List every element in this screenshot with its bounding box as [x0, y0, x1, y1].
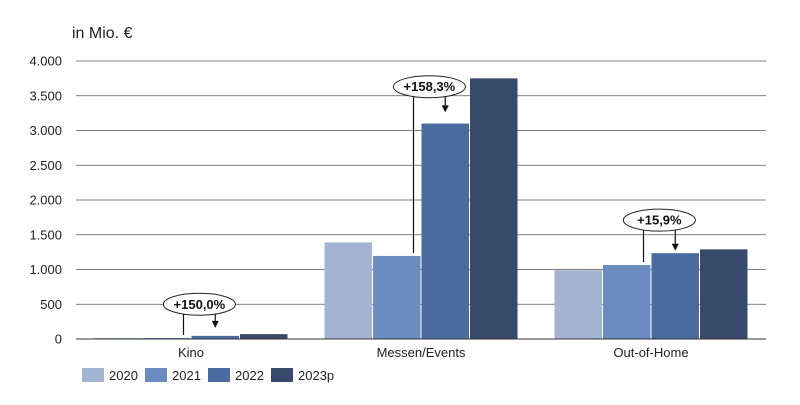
bar — [191, 335, 239, 339]
category-labels: Kino Messen/Events Out-of-Home — [178, 345, 689, 360]
y-tick-label: 4.000 — [29, 54, 62, 69]
annotation-arrowhead — [671, 243, 679, 251]
y-tick-label: 1.500 — [29, 227, 62, 242]
y-tick-label: 2.000 — [29, 193, 62, 208]
annotations: +150,0% +158,3% +15,9% — [162, 75, 696, 335]
x-category-label: Kino — [178, 345, 204, 360]
y-tick-label: 1.000 — [29, 262, 62, 277]
legend-swatch — [82, 368, 104, 382]
bar — [143, 337, 191, 339]
legend-swatch — [145, 368, 167, 382]
bars — [94, 78, 748, 339]
annotation-label: +158,3% — [404, 79, 456, 94]
bar — [421, 123, 469, 339]
legend: 2020 2021 2022 2023p — [82, 368, 334, 383]
annotation-arrowhead — [211, 320, 219, 328]
bar — [373, 255, 421, 339]
y-tick-label: 2.500 — [29, 158, 62, 173]
bar — [324, 242, 372, 339]
annotation-label: +15,9% — [637, 213, 682, 228]
legend-swatch — [208, 368, 230, 382]
annotation-bubble — [392, 75, 466, 99]
bar — [554, 270, 602, 339]
annotation-label: +150,0% — [174, 297, 226, 312]
y-tick-label: 3.500 — [29, 88, 62, 103]
x-category-label: Out-of-Home — [613, 345, 688, 360]
grid-lines — [76, 60, 766, 305]
legend-label: 2021 — [172, 368, 201, 383]
legend-label: 2023p — [298, 368, 334, 383]
x-category-label: Messen/Events — [377, 345, 466, 360]
annotation-bubble — [622, 208, 696, 232]
legend-label: 2020 — [109, 368, 138, 383]
annotation-bubble — [162, 292, 236, 316]
y-tick-label: 500 — [40, 297, 62, 312]
annotation-arrowhead — [441, 105, 449, 113]
y-unit-label: in Mio. € — [72, 25, 133, 42]
y-tick-label: 0 — [55, 332, 62, 347]
bar — [700, 249, 748, 339]
bar — [603, 264, 651, 339]
y-axis-ticks: 0 500 1.000 1.500 2.000 2.500 3.000 3.500 4.000 — [29, 54, 62, 347]
bar — [651, 253, 699, 339]
legend-label: 2022 — [235, 368, 264, 383]
bar — [470, 78, 518, 339]
y-tick-label: 3.000 — [29, 123, 62, 138]
legend-swatch — [271, 368, 293, 382]
bar — [240, 334, 288, 339]
